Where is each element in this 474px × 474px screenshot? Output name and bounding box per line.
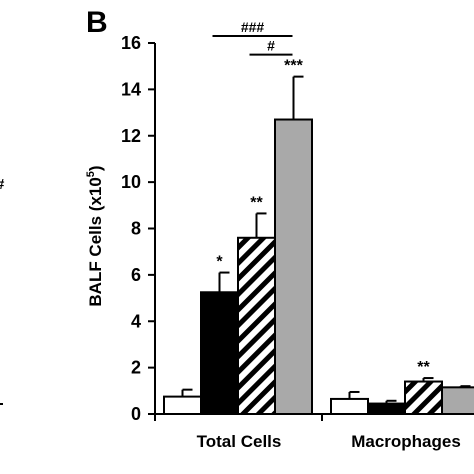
y-tick-label: 10 — [121, 172, 141, 192]
left-panel-fragment-tick — [0, 403, 3, 405]
y-tick-label: 12 — [121, 126, 141, 146]
bar — [404, 380, 443, 416]
left-panel-fragment-mark: # — [0, 176, 5, 193]
y-tick-label: 0 — [131, 404, 141, 424]
y-axis-label-exponent: 5 — [85, 171, 97, 177]
bar — [200, 291, 239, 415]
bar — [441, 386, 474, 416]
x-category-label: Macrophages — [351, 432, 461, 451]
y-tick-label: 2 — [131, 358, 141, 378]
bar — [367, 402, 406, 415]
x-category-label: Total Cells — [197, 432, 282, 451]
significance-label: *** — [284, 58, 303, 75]
bar — [237, 236, 276, 415]
y-axis-label: BALF Cells (x105) — [85, 165, 105, 306]
significance-bracket-label: # — [267, 38, 275, 54]
y-tick-label: 14 — [121, 79, 141, 99]
significance-bracket-label: ### — [241, 19, 265, 35]
y-tick-label: 8 — [131, 219, 141, 239]
bar — [163, 395, 202, 415]
bar — [330, 397, 369, 416]
panel-label: B — [86, 6, 108, 39]
bar — [274, 118, 313, 416]
significance-label: * — [216, 254, 223, 271]
y-tick-label: 4 — [131, 311, 141, 331]
y-tick-label: 16 — [121, 33, 141, 53]
significance-label: ** — [417, 359, 430, 376]
y-axis-label-text: BALF Cells (x10 — [86, 177, 105, 306]
y-tick-label: 6 — [131, 265, 141, 285]
significance-label: ** — [250, 194, 263, 211]
y-axis-label-suffix: ) — [86, 165, 105, 171]
